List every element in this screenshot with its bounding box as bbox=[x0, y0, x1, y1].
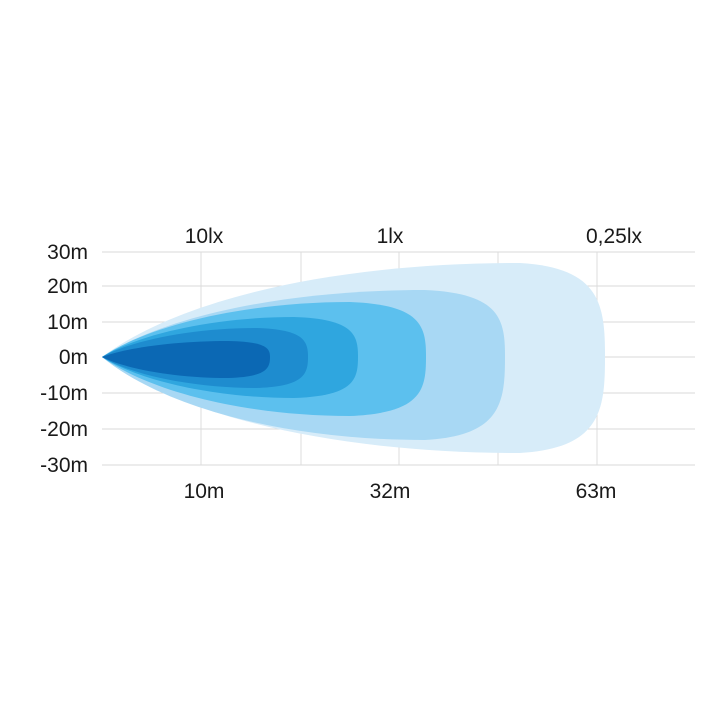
beam-contours bbox=[102, 263, 605, 453]
y-axis-labels: 30m 20m 10m 0m -10m -20m -30m bbox=[40, 241, 88, 477]
beam-contour-6 bbox=[102, 341, 270, 378]
y-tick-label: -30m bbox=[40, 454, 88, 477]
y-tick-label: -20m bbox=[40, 418, 88, 441]
illuminance-label: 0,25lx bbox=[586, 225, 643, 248]
x-axis-labels: 10m 32m 63m bbox=[184, 480, 617, 503]
y-tick-label: -10m bbox=[40, 382, 88, 405]
y-tick-label: 10m bbox=[47, 311, 88, 334]
illuminance-labels: 10lx 1lx 0,25lx bbox=[185, 225, 643, 248]
x-tick-label: 10m bbox=[184, 480, 225, 503]
x-tick-label: 32m bbox=[370, 480, 411, 503]
illuminance-label: 1lx bbox=[377, 225, 404, 248]
y-tick-label: 20m bbox=[47, 275, 88, 298]
y-tick-label: 30m bbox=[47, 241, 88, 264]
x-tick-label: 63m bbox=[576, 480, 617, 503]
illuminance-label: 10lx bbox=[185, 225, 224, 248]
y-tick-label: 0m bbox=[59, 346, 88, 369]
